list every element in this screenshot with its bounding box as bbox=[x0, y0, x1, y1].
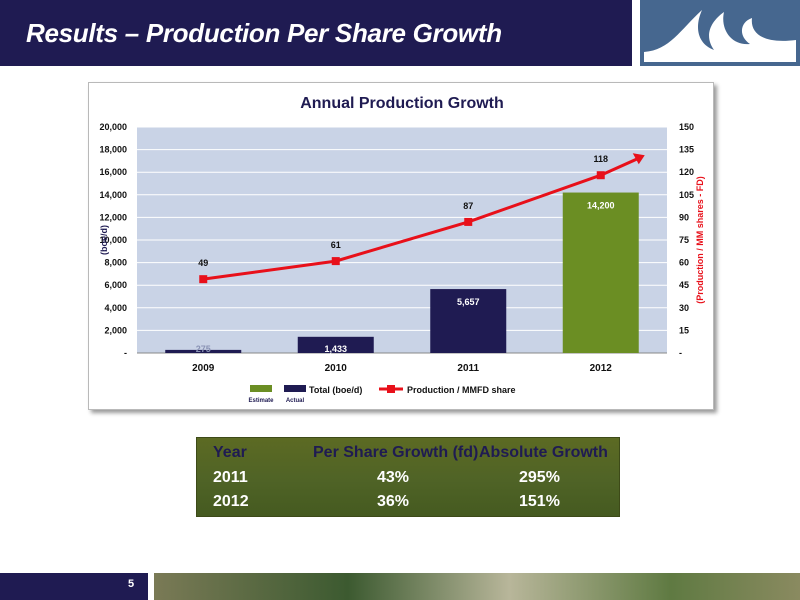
legend-swatch-estimate bbox=[250, 385, 272, 392]
page-number: 5 bbox=[128, 578, 135, 590]
y2-tick-label: 60 bbox=[679, 258, 689, 268]
table-header-absolute-growth: Absolute Growth bbox=[479, 444, 608, 461]
y-tick-label: 6,000 bbox=[104, 280, 127, 290]
y-tick-label: 14,000 bbox=[99, 190, 127, 200]
y-tick-label: 2,000 bbox=[104, 325, 127, 335]
y-tick-label: 18,000 bbox=[99, 145, 127, 155]
line-marker bbox=[331, 257, 340, 266]
legend-label-total: Total (boe/d) bbox=[309, 385, 362, 395]
line-marker bbox=[464, 217, 473, 226]
bar-data-label: 5,657 bbox=[457, 297, 480, 307]
title-bar: Results – Production Per Share Growth bbox=[0, 0, 632, 66]
y-tick-label: 16,000 bbox=[99, 167, 127, 177]
legend-label-actual: Actual bbox=[286, 398, 305, 404]
y2-tick-label: 30 bbox=[679, 303, 689, 313]
y-tick-label: 20,000 bbox=[99, 122, 127, 132]
table-header-per-share-growth: Per Share Growth (fd) bbox=[313, 444, 479, 461]
y-tick-label: 12,000 bbox=[99, 212, 127, 222]
bar bbox=[430, 289, 507, 353]
table-cell-per-share-growth: 36% bbox=[377, 493, 410, 510]
footer-bar bbox=[0, 573, 148, 600]
y-tick-label: 4,000 bbox=[104, 303, 127, 313]
table-cell-year: 2012 bbox=[213, 493, 249, 510]
line-arrow-shaft bbox=[600, 156, 640, 177]
y2-tick-label: 105 bbox=[679, 190, 694, 200]
table-cell-absolute-growth: 151% bbox=[519, 493, 560, 510]
bar bbox=[297, 336, 374, 353]
growth-table: Year Per Share Growth (fd) Absolute Grow… bbox=[196, 437, 620, 517]
legend-label-production: Production / MMFD share bbox=[407, 385, 516, 395]
line-arrow-head bbox=[632, 153, 645, 165]
x-tick-label: 2010 bbox=[325, 363, 348, 374]
series-line bbox=[203, 173, 602, 281]
line-marker bbox=[596, 171, 605, 180]
y-axis-label: (boe/d) bbox=[99, 225, 109, 255]
chart-frame: Annual Production Growth - 2,000 4,000 6,000… bbox=[88, 82, 714, 410]
table-header-year: Year bbox=[213, 444, 247, 461]
y2-axis-label: (Production / MM shares - FD) bbox=[695, 176, 705, 304]
slide-title: Results – Production Per Share Growth bbox=[26, 18, 502, 48]
wave-logo-icon bbox=[640, 0, 800, 66]
line-data-label: 118 bbox=[593, 154, 608, 164]
y2-tick-label: 120 bbox=[679, 167, 694, 177]
legend-swatch-actual bbox=[284, 385, 306, 392]
bar-data-label: 275 bbox=[196, 344, 211, 354]
y2-tick-label: 90 bbox=[679, 212, 689, 222]
table-cell-per-share-growth: 43% bbox=[377, 469, 410, 486]
y-tick-label: - bbox=[124, 348, 127, 358]
y2-tick-label: 75 bbox=[679, 235, 689, 245]
y2-tick-label: 150 bbox=[679, 122, 694, 132]
y2-tick-label: - bbox=[679, 348, 682, 358]
footer-landscape-image bbox=[154, 573, 800, 600]
table-cell-year: 2011 bbox=[213, 469, 248, 486]
y2-tick-label: 15 bbox=[679, 325, 689, 335]
line-data-label: 87 bbox=[463, 201, 473, 211]
legend-line-marker bbox=[387, 385, 395, 393]
line-data-label: 49 bbox=[198, 258, 208, 268]
y2-tick-label: 45 bbox=[679, 280, 689, 290]
bar bbox=[165, 349, 242, 353]
x-tick-label: 2012 bbox=[590, 363, 613, 374]
y-tick-label: 8,000 bbox=[104, 258, 127, 268]
chart-title: Annual Production Growth bbox=[300, 95, 504, 112]
table-cell-absolute-growth: 295% bbox=[519, 469, 560, 486]
x-tick-label: 2009 bbox=[192, 363, 215, 374]
bar-data-label: 14,200 bbox=[587, 201, 615, 211]
y-tick-label: 10,000 bbox=[99, 235, 127, 245]
legend-label-estimate: Estimate bbox=[248, 398, 274, 404]
y2-tick-label: 135 bbox=[679, 145, 694, 155]
x-tick-label: 2011 bbox=[457, 363, 479, 374]
bar bbox=[562, 192, 639, 353]
bar-data-label: 1,433 bbox=[324, 344, 347, 354]
production-chart: Annual Production Growth - 2,000 4,000 6,000… bbox=[99, 95, 705, 404]
line-marker bbox=[199, 275, 208, 284]
line-data-label: 61 bbox=[331, 240, 341, 250]
